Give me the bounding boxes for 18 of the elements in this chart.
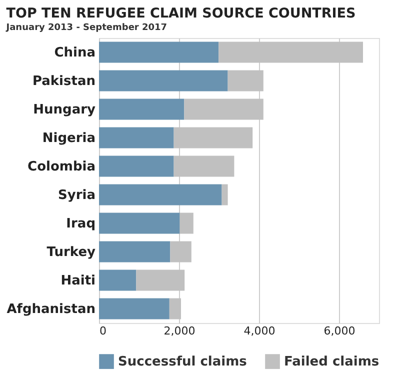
y-tick-label: Turkey — [46, 244, 96, 260]
y-tick-label: China — [54, 45, 96, 60]
y-tick-label: Nigeria — [42, 130, 96, 146]
y-tick-label: Pakistan — [32, 74, 96, 89]
y-tick-label: Haiti — [60, 273, 96, 288]
y-tick-label: Colombia — [28, 159, 96, 174]
chart-title: TOP TEN REFUGEE CLAIM SOURCE COUNTRIES — [6, 6, 356, 22]
y-tick-label: Afghanistan — [6, 302, 96, 317]
chart-subtitle: January 2013 - September 2017 — [5, 23, 168, 33]
x-tick-label: 4,000 — [244, 324, 276, 338]
x-tick-label: 0 — [100, 324, 106, 338]
x-tick-label: 2,000 — [164, 324, 196, 338]
y-tick-label: Syria — [58, 188, 96, 203]
y-tick-label: Hungary — [33, 102, 96, 118]
y-tick-label: Iraq — [66, 216, 96, 232]
legend-label: Successful claims — [118, 354, 248, 370]
x-tick-label: 6,000 — [324, 324, 356, 338]
legend-label: Failed claims — [284, 354, 380, 370]
